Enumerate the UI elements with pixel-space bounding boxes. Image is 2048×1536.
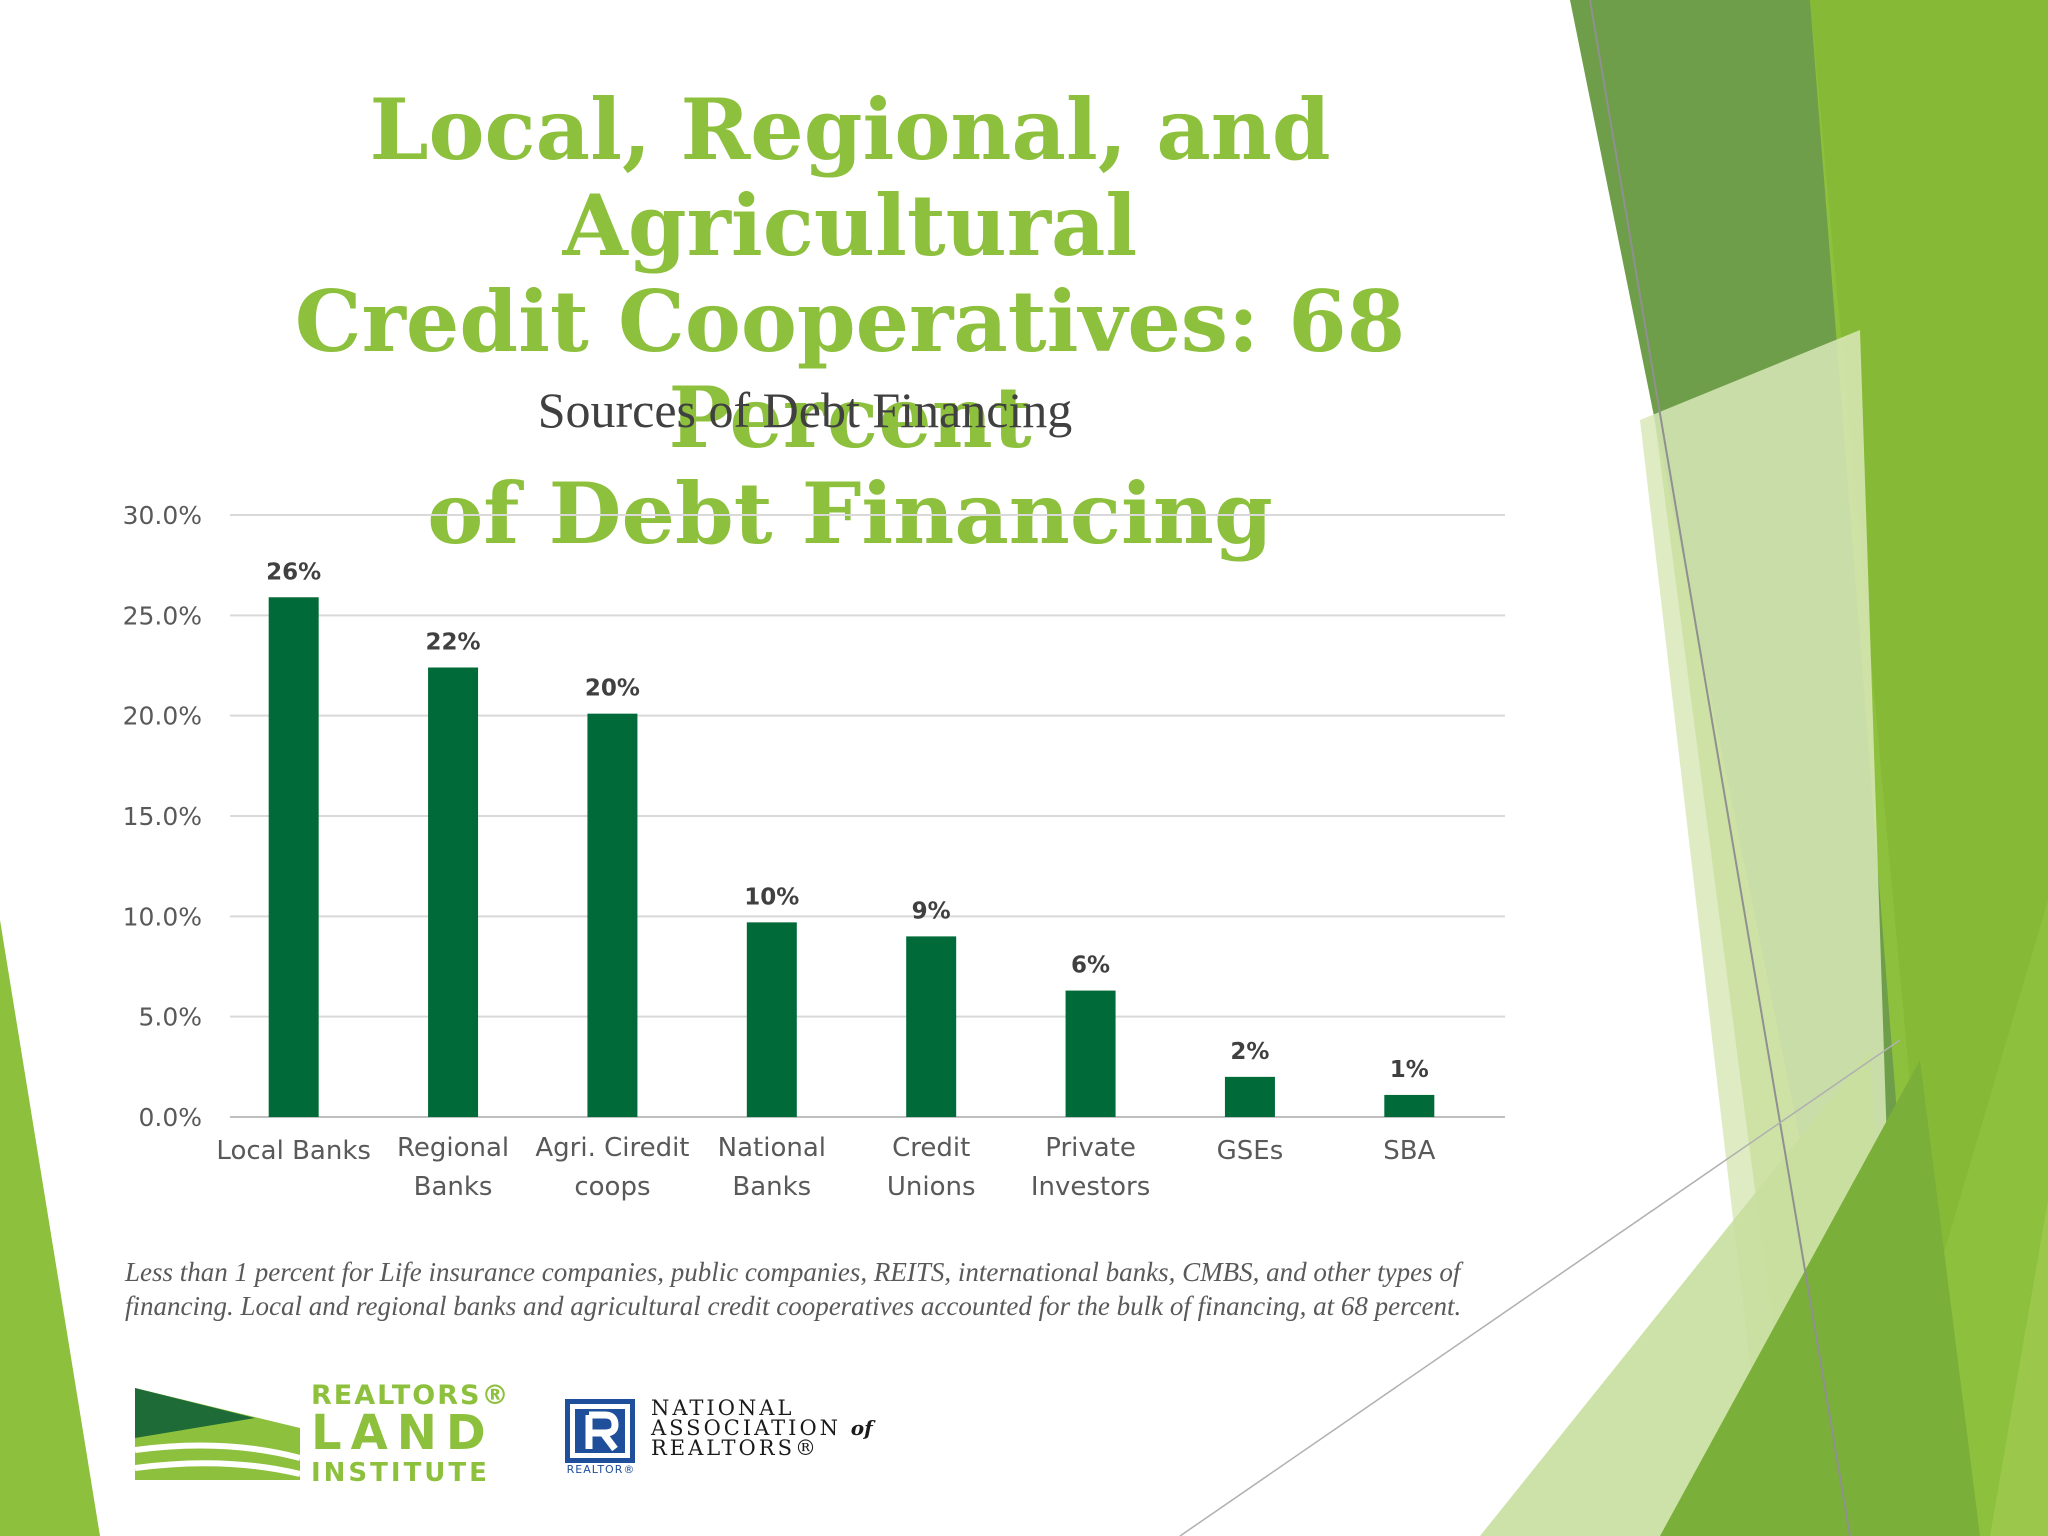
x-tick-label: SBA [1383,1136,1435,1166]
x-tick-label: National [718,1133,826,1163]
x-tick-label: Banks [414,1172,493,1202]
data-label: 22% [426,630,481,656]
realtor-tag: REALTOR® [566,1463,636,1476]
y-tick-label: 25.0% [123,601,202,630]
bar [268,597,319,1117]
rli-logo-line3: INSTITUTE [311,1458,490,1488]
bar [1065,990,1116,1117]
x-tick-label: Credit [892,1133,970,1163]
x-tick-label: Regional [397,1133,509,1163]
x-tick-label: Agri. Ciredit [535,1133,689,1163]
footnote: Less than 1 percent for Life insurance c… [125,1257,1462,1321]
x-tick-label: Investors [1031,1172,1150,1202]
field-rows-icon [135,1388,300,1480]
chart-title: Sources of Debt Financing [537,382,1073,438]
x-tick-label: GSEs [1217,1136,1284,1166]
y-tick-label: 10.0% [123,902,202,931]
corner-green-shard [1990,1200,2048,1536]
data-label: 26% [266,559,321,585]
right-mid-green-band [1810,0,2048,1300]
x-tick-label: Unions [887,1172,976,1202]
y-tick-label: 15.0% [123,802,202,831]
rli-logo-line1: REALTORS® [311,1380,511,1411]
x-tick-label: Local Banks [216,1136,371,1166]
bar [1224,1076,1275,1117]
y-tick-label: 0.0% [138,1103,202,1132]
bar [587,713,638,1117]
nar-logo: REALTOR® NATIONAL ASSOCIATION of REALTOR… [565,1395,905,1476]
slide-title-line: Credit Cooperatives: 68 Percent [294,272,1406,467]
y-tick-label: 30.0% [123,501,202,530]
y-tick-label: 5.0% [138,1003,202,1032]
y-tick-label: 20.0% [123,702,202,731]
x-tick-label: Private [1045,1133,1136,1163]
bar [746,922,797,1117]
data-label: 9% [912,898,951,924]
slide-title-line: Local, Regional, and Agricultural [369,80,1331,275]
nar-line1: NATIONAL [651,1396,795,1420]
nar-line2-text: ASSOCIATION [651,1416,842,1440]
realtors-land-institute-logo: REALTORS® LAND INSTITUTE [135,1380,508,1488]
data-label: 20% [585,676,640,702]
bar [906,936,957,1117]
data-label: 6% [1071,953,1110,979]
thin-diagonal-line [1179,1039,1901,1536]
nar-line3: REALTORS® [651,1436,819,1460]
thin-diagonal-line [1589,0,1851,1536]
bar [1384,1094,1435,1117]
slide-title: Local, Regional, and Agricultural Credit… [140,82,1560,562]
left-green-wedge [0,920,100,1536]
rli-logo-line2: LAND [311,1405,495,1461]
data-label: 10% [744,884,799,910]
bottom-green-shard [1660,1060,1980,1536]
slide-title-line: of Debt Financing [427,464,1273,563]
bar [428,667,479,1117]
data-label: 1% [1390,1057,1429,1083]
data-label: 2% [1230,1039,1269,1065]
bar-chart: 0.0% 5.0% 10.0% 15.0% 20.0% 25.0% 30.0% 26% Loca… [123,501,1505,1202]
x-tick-label: coops [574,1172,650,1202]
nar-line2: ASSOCIATION of [651,1417,873,1439]
nar-line2-of: of [850,1416,873,1440]
x-tick-label: Banks [732,1172,811,1202]
realtor-r-icon [565,1399,635,1463]
